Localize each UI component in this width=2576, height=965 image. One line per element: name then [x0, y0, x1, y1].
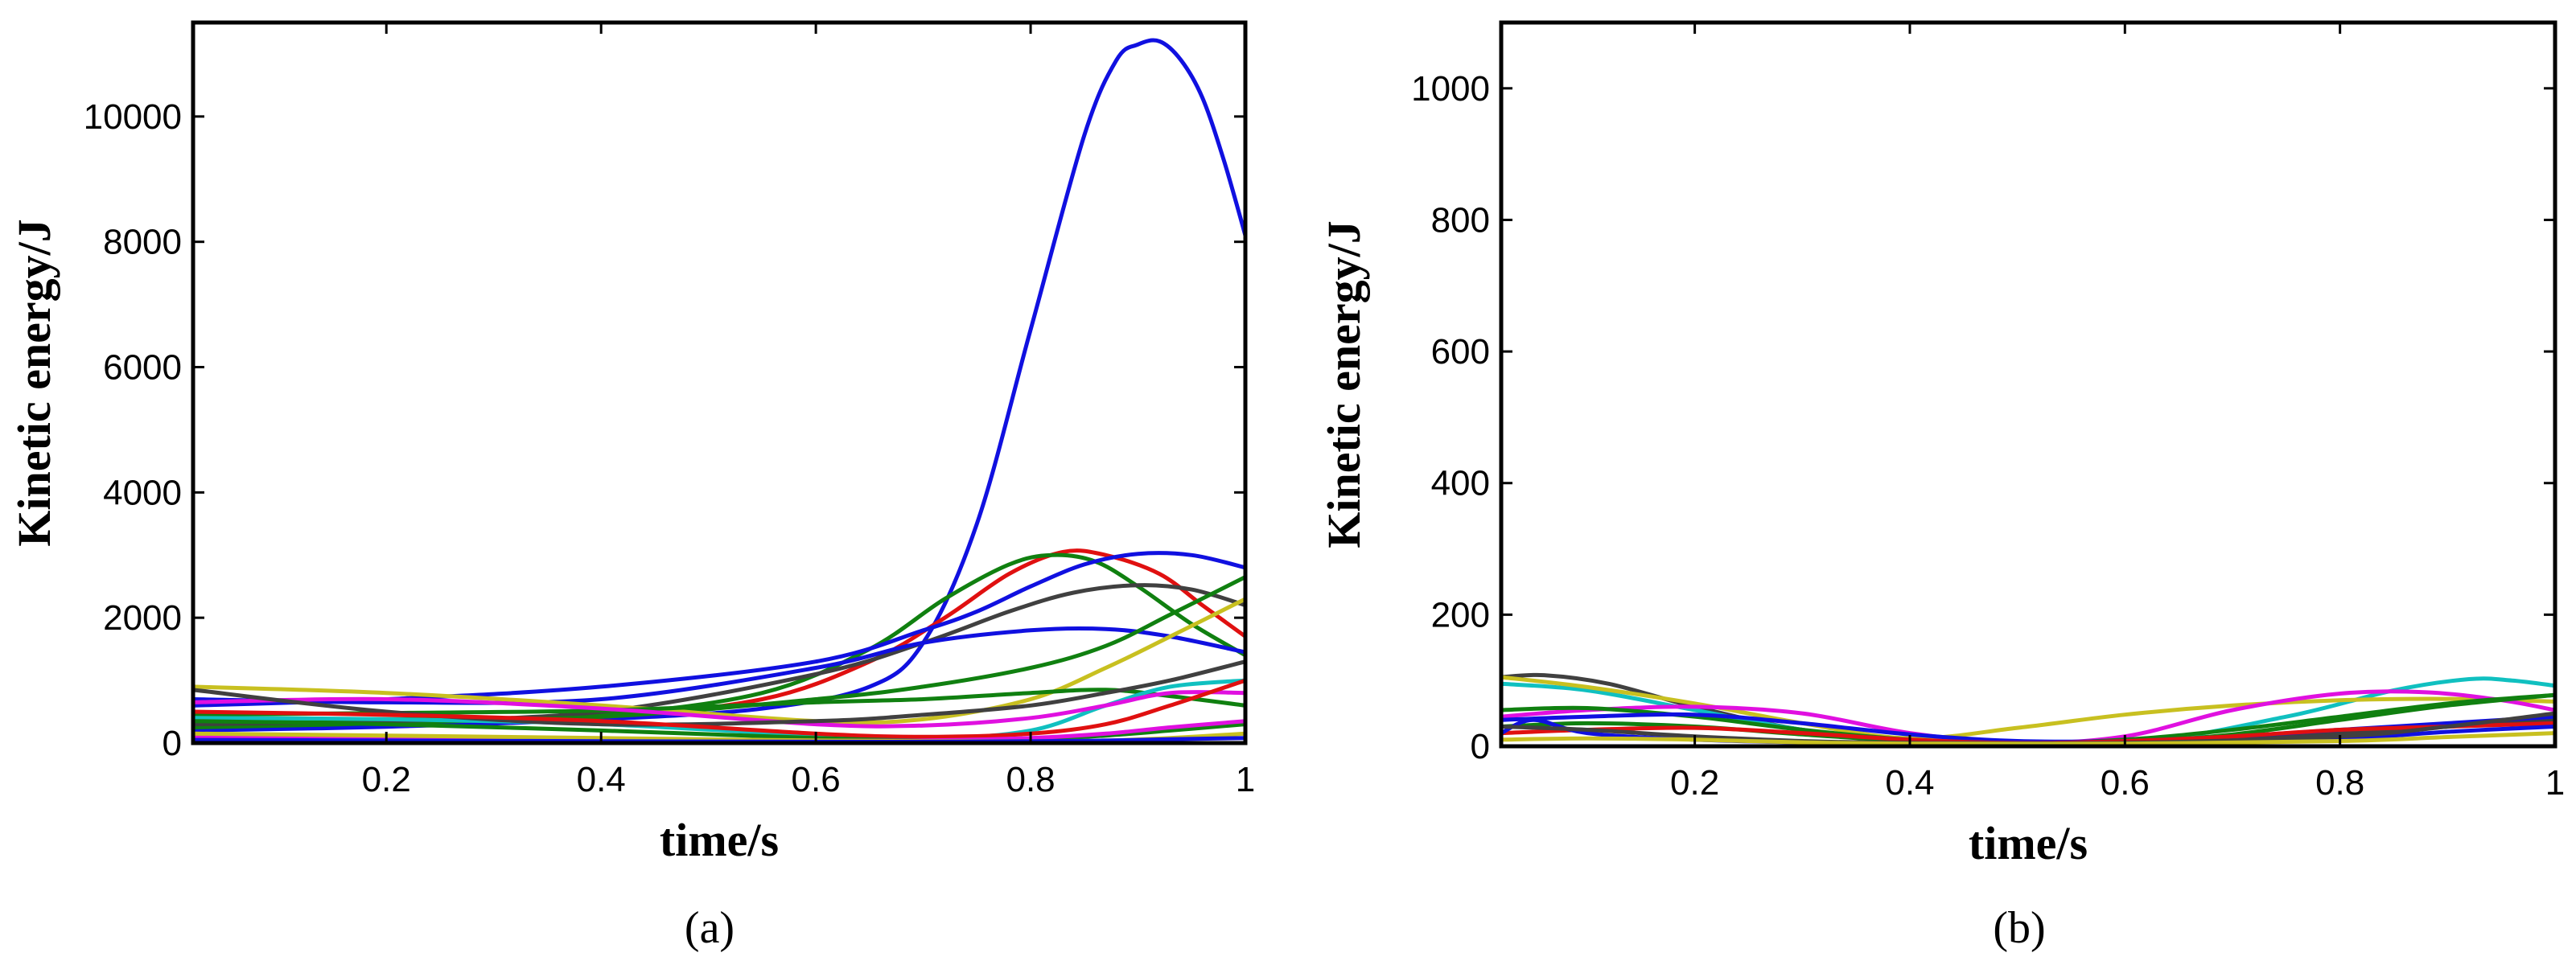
chart-b: 0.2 0.4 0.6 0.8 1 0 200 400 600 800 1000 time/s Kine… [1318, 20, 2565, 953]
y-tick-label: 800 [1431, 200, 1490, 240]
series-line-yellow [1501, 675, 2555, 741]
x-tick-label: 0.4 [577, 760, 626, 799]
plot-frame [1499, 20, 2557, 749]
x-tick-label: 0.2 [362, 760, 411, 799]
y-axis-label: Kinetic energy/J [1318, 220, 1370, 548]
y-axis-label: Kinetic energy/J [8, 219, 60, 547]
series-group [193, 38, 1245, 743]
x-axis-label: time/s [1969, 817, 2088, 869]
y-tick-label: 400 [1431, 464, 1490, 503]
y-tick-label: 4000 [103, 473, 182, 512]
y-tick-label: 10000 [84, 97, 182, 137]
x-tick-label: 1 [1236, 760, 1255, 799]
y-tick-label: 6000 [103, 348, 182, 388]
x-tick-label: 0.6 [792, 760, 841, 799]
series-line-magenta-1 [193, 690, 1245, 729]
x-tick-label: 0.4 [1885, 763, 1934, 803]
x-tick-label: 0.8 [1006, 760, 1055, 799]
y-tick-label: 8000 [103, 223, 182, 262]
series-line-dark-gray-2 [193, 659, 1245, 727]
chart-a: 0.2 0.4 0.6 0.8 1 0 2000 4000 6000 8000 10000 time/… [8, 20, 1255, 953]
series-line-red-2 [193, 678, 1245, 739]
y-tick-label: 600 [1431, 332, 1490, 372]
series-line-yellow-2 [1501, 731, 2555, 746]
y-tick-label: 0 [1471, 727, 1490, 766]
x-axis-label: time/s [660, 814, 779, 866]
plot-frame [191, 20, 1248, 745]
series-group [1501, 672, 2555, 746]
y-tick-label: 1000 [1411, 69, 1490, 109]
y-tick-label: 0 [163, 724, 182, 763]
series-line-blue-3 [193, 626, 1245, 705]
x-tick-label: 1 [2545, 763, 2565, 803]
x-tick-label: 0.2 [1670, 763, 1719, 803]
y-tick-label: 2000 [103, 598, 182, 638]
x-tick-label: 0.8 [2315, 763, 2364, 803]
y-tick-label: 200 [1431, 595, 1490, 634]
panel-caption: (a) [685, 903, 735, 953]
x-tick-label: 0.6 [2101, 763, 2150, 803]
series-line-yellow-1 [193, 597, 1245, 725]
panel-caption: (b) [1993, 903, 2045, 953]
